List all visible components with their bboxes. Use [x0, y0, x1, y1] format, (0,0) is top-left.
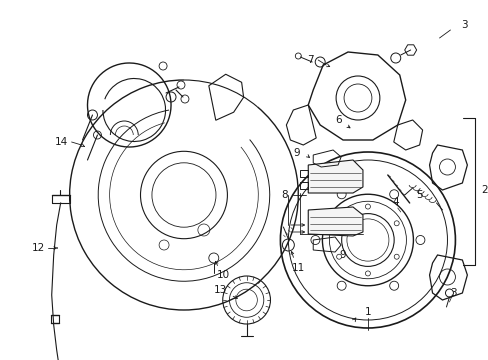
Text: 3: 3 — [449, 288, 456, 298]
Text: 4: 4 — [392, 197, 398, 207]
Text: 14: 14 — [54, 137, 67, 147]
Polygon shape — [307, 160, 362, 193]
Text: 12: 12 — [32, 243, 45, 253]
Text: 11: 11 — [291, 263, 305, 273]
Text: 13: 13 — [214, 285, 227, 295]
Text: 9: 9 — [339, 250, 346, 260]
Text: 1: 1 — [364, 307, 370, 317]
Polygon shape — [307, 207, 362, 236]
Text: 5: 5 — [415, 190, 422, 200]
Text: 10: 10 — [217, 270, 230, 280]
Text: 8: 8 — [281, 190, 288, 200]
Text: 6: 6 — [334, 115, 341, 125]
Text: 2: 2 — [480, 185, 487, 195]
Text: 7: 7 — [307, 55, 314, 65]
Text: 9: 9 — [293, 148, 300, 158]
Text: 3: 3 — [461, 20, 467, 30]
